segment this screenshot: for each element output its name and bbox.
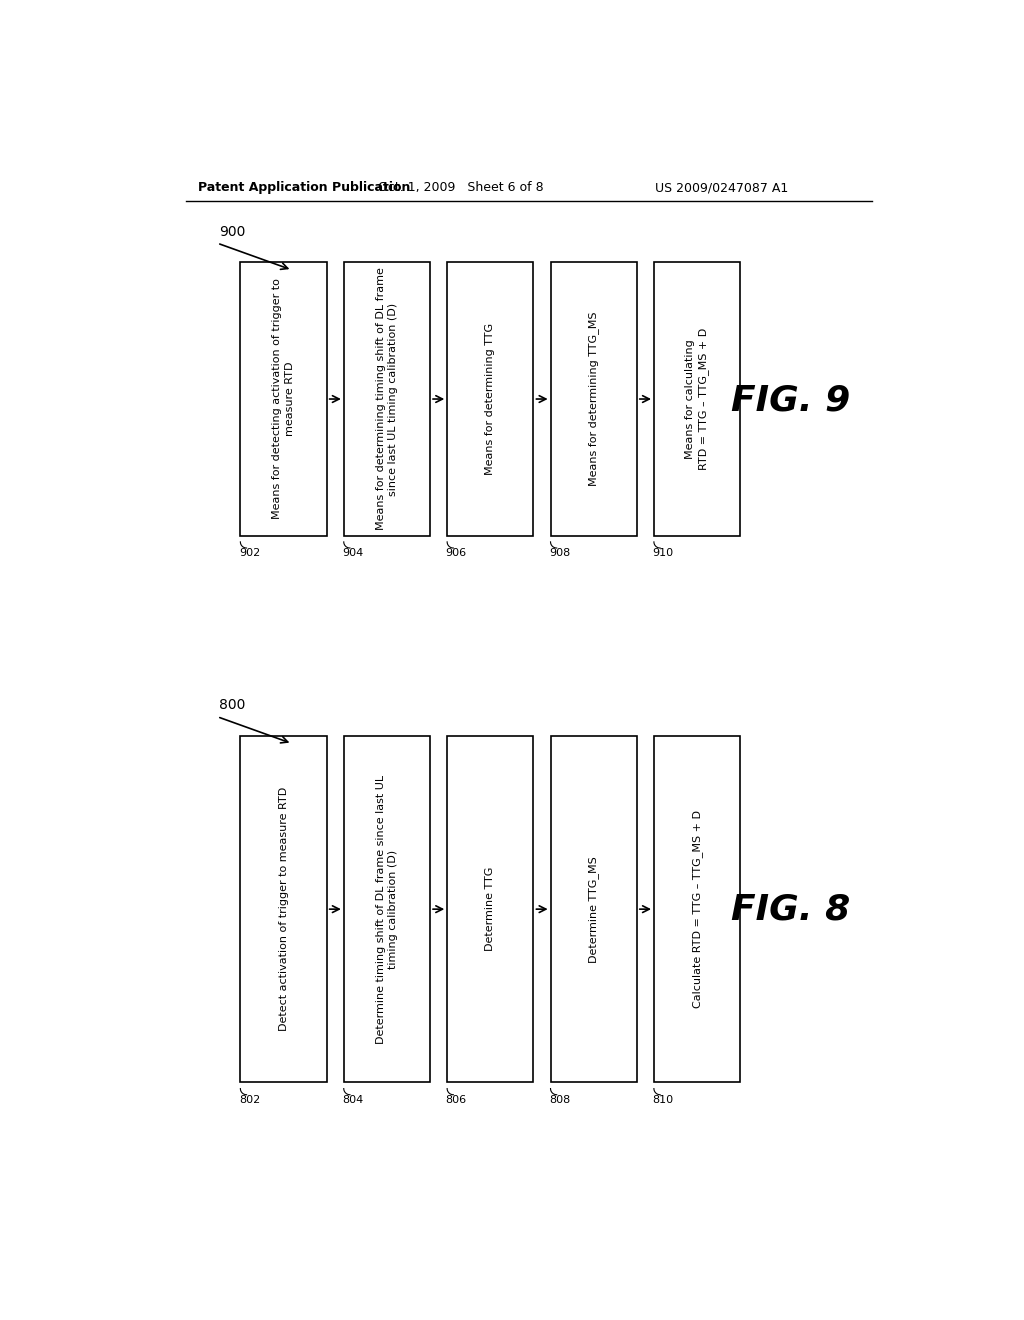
- Text: 808: 808: [549, 1094, 570, 1105]
- Text: FIG. 8: FIG. 8: [731, 892, 850, 927]
- Text: 904: 904: [342, 548, 364, 558]
- Text: 902: 902: [239, 548, 260, 558]
- Bar: [447, 737, 534, 1082]
- Text: Means for determining TTG: Means for determining TTG: [485, 323, 496, 475]
- Bar: [551, 737, 637, 1082]
- Bar: [551, 263, 637, 536]
- Bar: [241, 263, 327, 536]
- Text: 900: 900: [219, 224, 245, 239]
- Text: Oct. 1, 2009   Sheet 6 of 8: Oct. 1, 2009 Sheet 6 of 8: [379, 181, 544, 194]
- Text: 804: 804: [342, 1094, 364, 1105]
- Text: 802: 802: [239, 1094, 260, 1105]
- Bar: [654, 263, 740, 536]
- Text: 908: 908: [549, 548, 570, 558]
- Bar: [344, 737, 430, 1082]
- Text: Detect activation of trigger to measure RTD: Detect activation of trigger to measure …: [279, 787, 289, 1031]
- Text: 800: 800: [219, 698, 245, 711]
- Text: Calculate RTD = TTG – TTG_MS + D: Calculate RTD = TTG – TTG_MS + D: [691, 810, 702, 1008]
- Bar: [654, 737, 740, 1082]
- Bar: [241, 737, 327, 1082]
- Text: 910: 910: [652, 548, 674, 558]
- Text: 806: 806: [445, 1094, 467, 1105]
- Text: US 2009/0247087 A1: US 2009/0247087 A1: [655, 181, 788, 194]
- Text: FIG. 9: FIG. 9: [731, 384, 850, 418]
- Text: Means for determining timing shift of DL frame
since last UL timing calibration : Means for determining timing shift of DL…: [376, 268, 398, 531]
- Text: Determine timing shift of DL frame since last UL
timing calibration (D): Determine timing shift of DL frame since…: [376, 775, 398, 1044]
- Bar: [447, 263, 534, 536]
- Text: 906: 906: [445, 548, 467, 558]
- Text: Determine TTG: Determine TTG: [485, 867, 496, 952]
- Text: Determine TTG_MS: Determine TTG_MS: [588, 855, 599, 962]
- Text: Means for determining TTG_MS: Means for determining TTG_MS: [588, 312, 599, 486]
- Text: 810: 810: [652, 1094, 674, 1105]
- Text: Means for calculating
RTD = TTG – TTG_MS + D: Means for calculating RTD = TTG – TTG_MS…: [685, 327, 709, 470]
- Bar: [344, 263, 430, 536]
- Text: Patent Application Publication: Patent Application Publication: [198, 181, 411, 194]
- Text: Means for detecting activation of trigger to
measure RTD: Means for detecting activation of trigge…: [272, 279, 295, 520]
